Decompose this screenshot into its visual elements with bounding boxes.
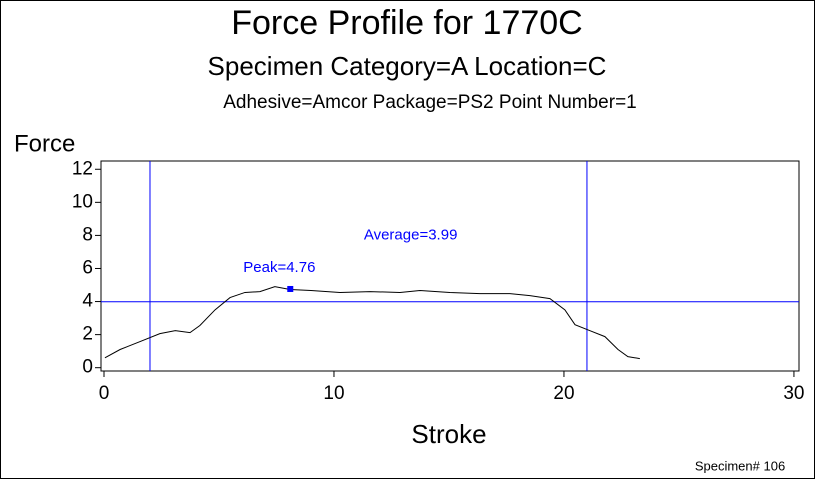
y-tick-label: 6 [82, 257, 93, 278]
chart-subtitle2: Adhesive=Amcor Package=PS2 Point Number=… [223, 92, 636, 113]
average-label: Average=3.99 [364, 226, 458, 243]
y-tick-label: 12 [72, 158, 93, 179]
plot-area [100, 160, 800, 372]
y-tick-label: 8 [82, 224, 93, 245]
x-tick-label: 10 [323, 383, 344, 404]
y-tick-label: 0 [82, 357, 93, 378]
y-tick-label: 4 [82, 291, 93, 312]
x-axis-label: Stroke [411, 419, 486, 449]
footer: Specimen# 106 [695, 458, 785, 473]
peak-marker [287, 285, 294, 292]
y-tick-label: 2 [82, 324, 93, 345]
chart-title: Force Profile for 1770C [231, 4, 583, 42]
x-tick-label: 20 [553, 383, 574, 404]
y-axis-label: Force [14, 130, 75, 157]
force-line [104, 286, 640, 360]
peak-label: Peak=4.76 [243, 259, 315, 276]
x-tick-label: 30 [783, 383, 804, 404]
y-tick-label: 10 [72, 191, 93, 212]
chart-subtitle: Specimen Category=A Location=C [208, 51, 607, 81]
x-tick-label: 0 [99, 383, 110, 404]
